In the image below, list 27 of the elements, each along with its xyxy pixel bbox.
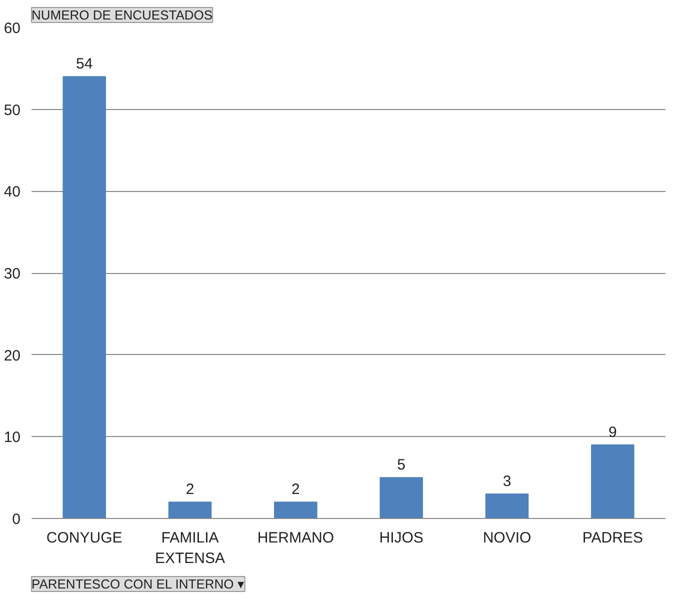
x-tick-label: PADRES <box>582 530 643 546</box>
y-axis-title: NUMERO DE ENCUESTADOS <box>32 8 213 22</box>
y-tick-label: 0 <box>12 511 20 528</box>
data-label: 54 <box>76 56 93 73</box>
y-tick-label: 30 <box>4 266 21 282</box>
data-label: 2 <box>291 481 300 498</box>
bar <box>168 502 212 518</box>
bar <box>485 493 529 518</box>
data-label: 2 <box>186 481 194 498</box>
bar <box>591 444 634 518</box>
bar <box>274 502 318 518</box>
y-tick-label: 60 <box>4 20 21 37</box>
x-tick-label: HIJOS <box>379 530 424 546</box>
y-tick-label: 20 <box>4 347 21 364</box>
x-axis-title: PARENTESCO CON EL INTERNO ▾ <box>32 576 244 592</box>
x-tick-label: NOVIO <box>482 530 532 546</box>
bar <box>380 477 423 518</box>
data-label: 9 <box>608 424 617 441</box>
bar <box>62 76 106 518</box>
y-tick-label: 50 <box>4 102 21 119</box>
x-tick-label: FAMILIA EXTENSA <box>154 530 226 567</box>
data-label: 5 <box>397 456 406 474</box>
data-label: 3 <box>502 472 512 490</box>
y-tick-label: 40 <box>4 184 21 201</box>
x-tick-label: CONYUGE <box>46 530 122 546</box>
x-tick-label: HERMANO <box>257 530 334 546</box>
y-tick-label: 10 <box>4 429 21 446</box>
